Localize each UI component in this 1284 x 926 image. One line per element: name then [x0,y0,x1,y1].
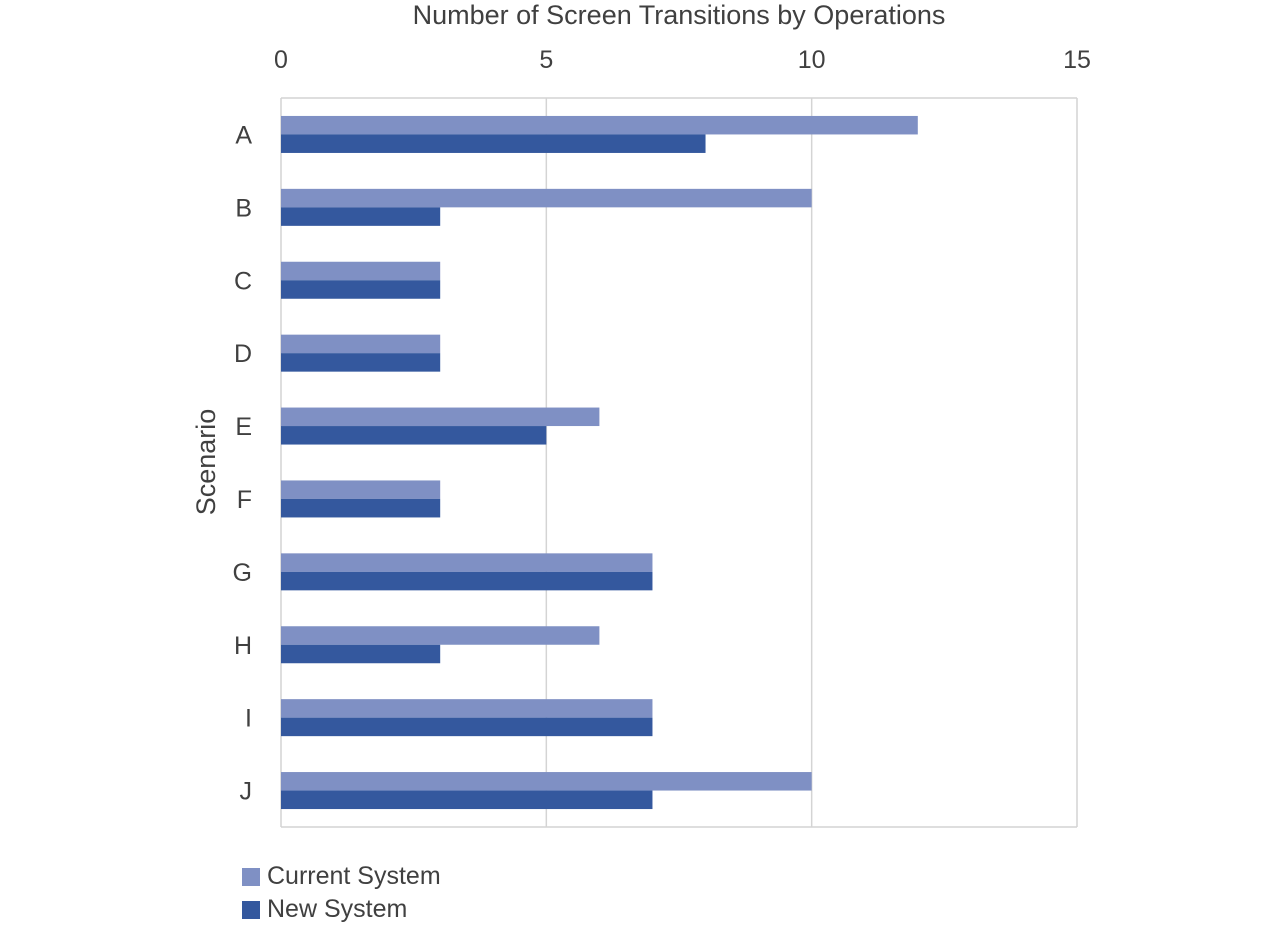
y-tick-label-c: C [234,267,252,295]
bar-new-system-i [281,717,653,737]
legend: Current System New System [242,860,441,926]
bar-current-system-a [281,115,918,135]
y-tick-label-e: E [235,413,252,441]
bar-current-system-d [281,334,441,354]
legend-item-new-system: New System [242,893,441,926]
bar-current-system-i [281,699,653,718]
y-tick-label-h: H [234,632,252,660]
y-tick-label-i: I [245,705,252,733]
bar-current-system-g [281,553,653,572]
bar-current-system-h [281,626,600,645]
x-axis-title: Number of Screen Transitions by Operatio… [413,0,946,30]
legend-swatch-new-system [242,900,260,919]
y-tick-label-d: D [234,340,252,368]
bar-current-system-c [281,261,441,281]
bars [281,115,918,810]
legend-label-new-system: New System [267,895,408,923]
bar-new-system-c [281,280,441,299]
x-tick-label-5: 5 [539,46,553,74]
x-tick-label-10: 10 [798,46,826,74]
bar-current-system-j [281,772,812,791]
bar-current-system-e [281,407,600,427]
bar-current-system-b [281,188,812,208]
bar-new-system-e [281,426,547,445]
bar-new-system-g [281,571,653,591]
x-tick-label-0: 0 [274,46,288,74]
bar-new-system-d [281,353,441,372]
y-tick-label-a: A [235,121,252,149]
y-tick-label-g: G [233,559,252,587]
bar-new-system-h [281,644,441,664]
y-tick-label-j: J [240,778,253,806]
bar-new-system-b [281,207,441,226]
y-axis-title: Scenario [191,409,221,516]
legend-item-current-system: Current System [242,860,441,893]
tick-labels: 0 5 10 15 A B C D E F G H I J [233,46,1091,806]
x-tick-label-15: 15 [1063,46,1091,74]
y-tick-label-b: B [235,194,252,222]
bar-current-system-f [281,480,441,499]
bar-new-system-j [281,790,653,810]
bar-new-system-f [281,498,441,518]
legend-label-current-system: Current System [267,862,441,890]
bar-new-system-a [281,134,706,153]
legend-swatch-current-system [242,867,260,886]
y-tick-label-f: F [237,486,252,514]
